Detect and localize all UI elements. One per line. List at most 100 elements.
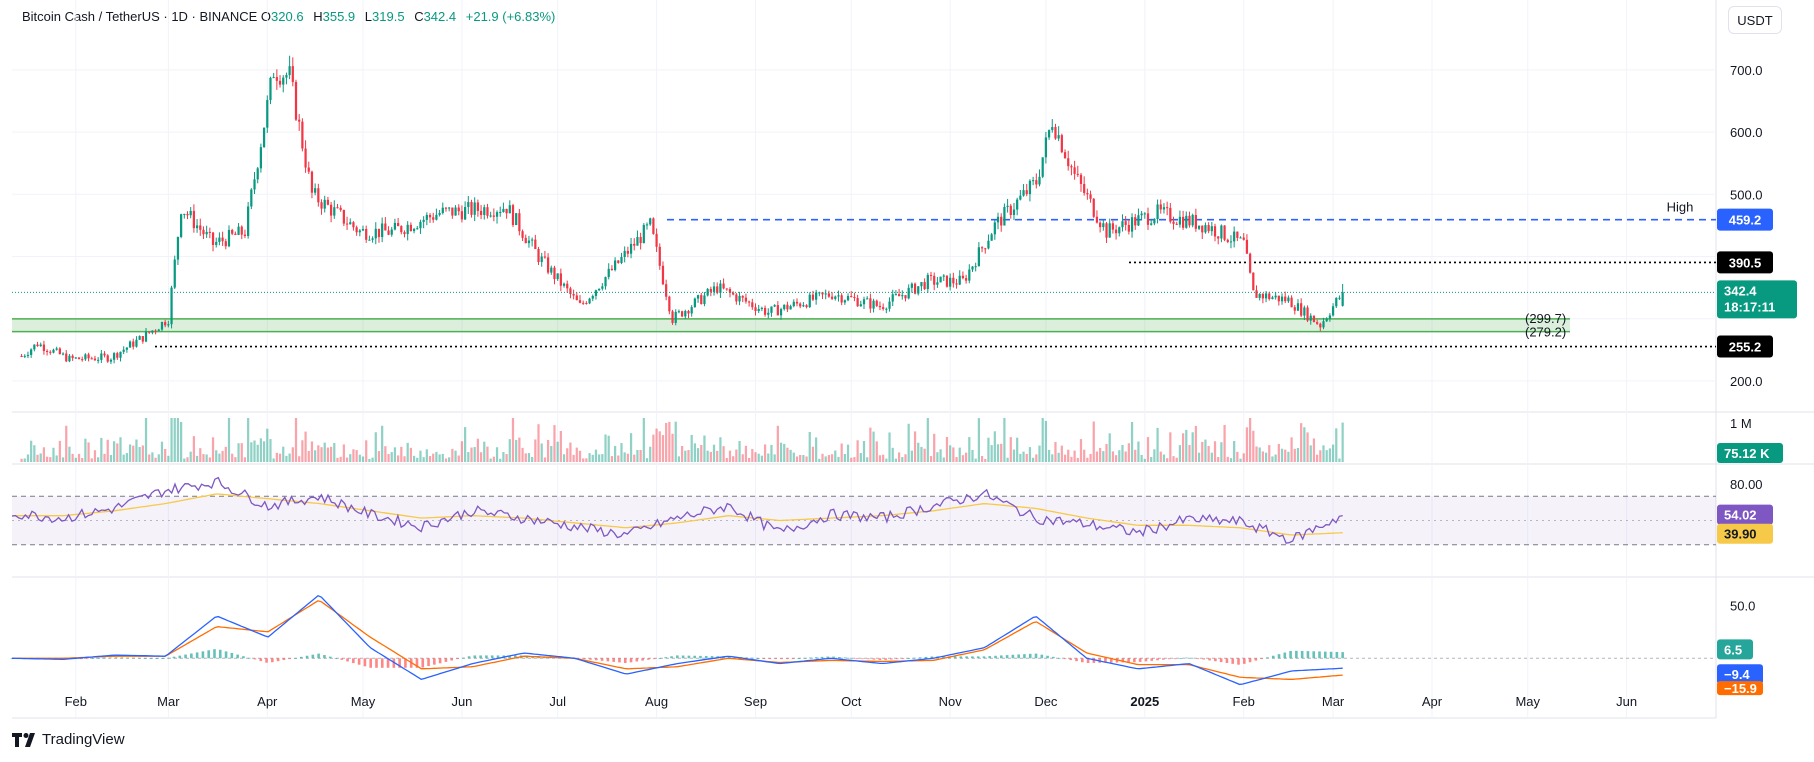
volume-bar [744,445,748,462]
candle-body [36,344,39,347]
volume-bar [412,455,416,462]
macd-histogram-bar [346,658,349,662]
volume-bar [546,439,550,462]
candle-body [432,217,435,220]
candle-body [511,205,515,226]
candle-body [451,207,454,216]
macd-histogram-bar [1028,653,1032,659]
volume-bar [642,418,645,462]
macd-histogram-bar [305,655,309,659]
macd-histogram-bar [85,658,89,660]
macd-histogram-bar [352,658,355,664]
volume-bar [231,453,234,462]
volume-bar [521,447,524,462]
currency-button[interactable]: USDT [1728,6,1782,34]
macd-histogram-bar [1040,654,1044,659]
macd-histogram-bar [1208,658,1211,661]
candle-body [464,207,467,220]
volume-bar [58,440,61,462]
macd-histogram-bar [386,658,390,668]
macd-histogram-bar [965,656,968,659]
candle-body [1140,213,1143,216]
macd-histogram-bar [247,657,251,659]
volume-bar [1280,448,1284,462]
volume-bar [575,447,578,462]
high-label: H [313,9,323,24]
volume-bar [1261,451,1264,462]
volume-bar [1316,454,1319,462]
volume-bar [451,448,454,462]
volume-bar [795,456,799,462]
volume-bar [1047,449,1051,462]
candle-body [524,237,527,244]
candle-body [770,306,773,313]
volume-bar [384,446,387,462]
volume-bar [473,447,476,462]
candle-body [30,349,33,355]
candle-body [754,307,757,312]
macd-histogram-bar [797,658,801,659]
macd-histogram-bar [218,649,222,659]
candle-body [1137,215,1140,226]
volume-bar [668,421,671,462]
candle-body [610,268,614,270]
volume-bar [199,448,202,462]
candle-body [1143,213,1146,215]
candle-body [1197,225,1201,229]
tradingview-logo[interactable]: TradingView [12,731,125,748]
candle-body [623,250,626,257]
volume-bar [508,439,511,462]
candle-body [776,305,779,316]
volume-bar [613,445,617,462]
macd-histogram-bar [340,658,344,660]
candle-body [1127,224,1130,232]
volume-bar [438,454,441,462]
candle-body [1172,221,1175,224]
candle-body [566,283,569,289]
volume-bar [1303,427,1306,462]
candle-body [138,336,141,340]
volume-bar [1038,445,1041,462]
candle-body [588,298,591,304]
macd-histogram-bar [1000,655,1003,659]
volume-bar [540,443,543,462]
volume-bar [1226,456,1229,462]
candle-body [231,229,234,234]
candle-body [728,289,732,293]
macd-histogram-bar [762,658,766,660]
candle-body [409,224,412,232]
macd-histogram-bar [404,658,407,668]
volume-bar [585,458,588,462]
volume-bar [926,418,929,462]
volume-bar [1274,454,1277,462]
volume-bar [1032,457,1035,462]
candle-body [374,228,377,239]
volume-bar [135,439,138,462]
volume-bar [97,457,100,462]
macd-histogram-bar [600,658,604,661]
volume-bar [1156,427,1159,462]
volume-bar [591,454,594,462]
candle-body [665,284,668,297]
volume-bar [1248,418,1252,462]
candle-body [278,80,282,85]
candle-body [843,300,846,303]
candle-body [553,267,556,280]
volume-bar [623,452,626,462]
volume-bar [1229,458,1233,462]
volume-bar [543,457,547,462]
candle-body [1226,239,1229,242]
macd-histogram-bar [878,658,882,661]
volume-bar [141,445,144,462]
volume-bar [1028,447,1032,462]
volume-bar [1245,427,1249,462]
volume-bar [282,446,285,462]
volume-bar [655,428,658,462]
macd-histogram-bar [612,658,615,662]
volume-bar [984,458,987,462]
macd-histogram-bar [728,656,731,659]
candle-body [1233,231,1236,242]
candle-body [897,294,901,297]
candle-body [1089,194,1092,199]
